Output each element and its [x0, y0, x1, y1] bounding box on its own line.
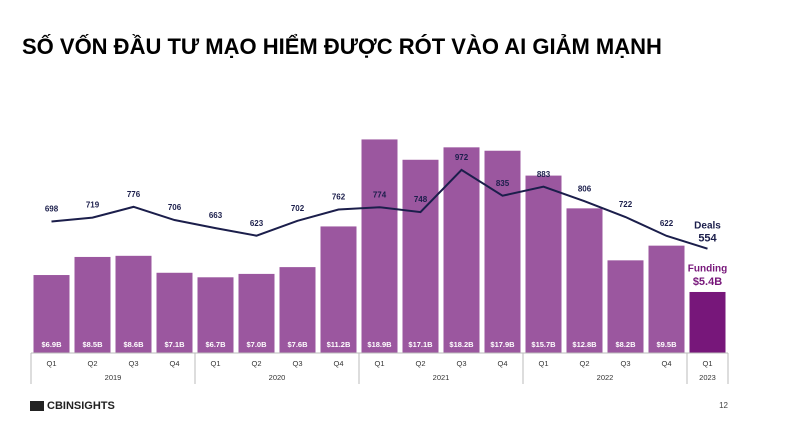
bar-value-label: $8.5B — [82, 340, 103, 349]
point-value-label: 748 — [414, 195, 428, 204]
bar-value-label: $15.7B — [531, 340, 556, 349]
bar-value-label: $9.5B — [656, 340, 677, 349]
x-tick-label: Q1 — [46, 359, 56, 368]
bar-value-label: $8.6B — [123, 340, 144, 349]
x-tick-label: Q4 — [333, 359, 343, 368]
x-group-label: 2020 — [269, 373, 286, 382]
bar-value-label: $6.7B — [205, 340, 226, 349]
point-value-label: 702 — [291, 204, 305, 213]
bar-value-label: $17.9B — [490, 340, 515, 349]
point-value-label: 776 — [127, 190, 141, 199]
bar-value-label: $7.0B — [246, 340, 267, 349]
point-value-label: 622 — [660, 219, 674, 228]
x-tick-label: Q1 — [374, 359, 384, 368]
bar — [689, 291, 726, 353]
bar — [197, 277, 234, 353]
bar-value-label: $7.6B — [287, 340, 308, 349]
series-label: Deals — [694, 220, 721, 231]
x-group-label: 2023 — [699, 373, 716, 382]
series-value-label: $5.4B — [693, 276, 722, 288]
x-tick-label: Q2 — [87, 359, 97, 368]
point-value-label: 722 — [619, 200, 633, 209]
x-group-label: 2022 — [597, 373, 614, 382]
logo-icon — [30, 401, 44, 411]
point-value-label: 663 — [209, 211, 223, 220]
point-value-label: 719 — [86, 201, 100, 210]
point-value-label: 698 — [45, 205, 59, 214]
chart-title: SỐ VỐN ĐẦU TƯ MẠO HIỂM ĐƯỢC RÓT VÀO AI G… — [22, 33, 662, 59]
x-tick-label: Q2 — [415, 359, 425, 368]
x-tick-label: Q3 — [128, 359, 138, 368]
bar — [33, 275, 70, 353]
x-tick-label: Q1 — [538, 359, 548, 368]
bar-value-label: $8.2B — [615, 340, 636, 349]
x-tick-label: Q2 — [579, 359, 589, 368]
point-value-label: 806 — [578, 184, 592, 193]
x-group-label: 2019 — [105, 373, 122, 382]
x-tick-label: Q4 — [661, 359, 671, 368]
x-tick-label: Q4 — [169, 359, 179, 368]
bar-value-label: $18.2B — [449, 340, 474, 349]
line — [51, 168, 708, 250]
series-label: Funding — [688, 264, 727, 275]
bar — [566, 208, 603, 353]
point-value-label: 623 — [250, 219, 264, 228]
x-tick-label: Q3 — [620, 359, 630, 368]
bar-value-label: $18.9B — [367, 340, 392, 349]
bar — [648, 245, 685, 353]
bar — [402, 159, 439, 353]
brand: CBINSIGHTS — [47, 400, 115, 412]
x-group-label: 2021 — [433, 373, 450, 382]
bar — [484, 150, 521, 353]
bar-value-label: $6.9B — [41, 340, 62, 349]
bar — [74, 256, 111, 353]
bar — [320, 226, 357, 353]
bar — [525, 175, 562, 353]
x-tick-label: Q1 — [702, 359, 712, 368]
bar — [115, 255, 152, 353]
x-tick-label: Q2 — [251, 359, 261, 368]
bar — [607, 260, 644, 353]
bar-value-label: $12.8B — [572, 340, 597, 349]
x-tick-label: Q3 — [456, 359, 466, 368]
page-number: 12 — [719, 401, 728, 410]
point-value-label: 774 — [373, 190, 387, 199]
x-tick-label: Q4 — [497, 359, 507, 368]
series-value-label: 554 — [698, 233, 717, 245]
bar — [279, 267, 316, 353]
point-value-label: 706 — [168, 203, 182, 212]
point-value-label: 762 — [332, 193, 346, 202]
point-value-label: 972 — [455, 153, 469, 162]
bar-value-label: $7.1B — [164, 340, 185, 349]
bar-value-label: $11.2B — [327, 340, 351, 349]
bar-value-label: $17.1B — [408, 340, 433, 349]
x-tick-label: Q3 — [292, 359, 302, 368]
point-value-label: 835 — [496, 179, 510, 188]
bar — [361, 139, 398, 353]
point-value-label: 883 — [537, 170, 551, 179]
bar — [156, 272, 193, 353]
bar — [238, 273, 275, 353]
x-tick-label: Q1 — [210, 359, 220, 368]
